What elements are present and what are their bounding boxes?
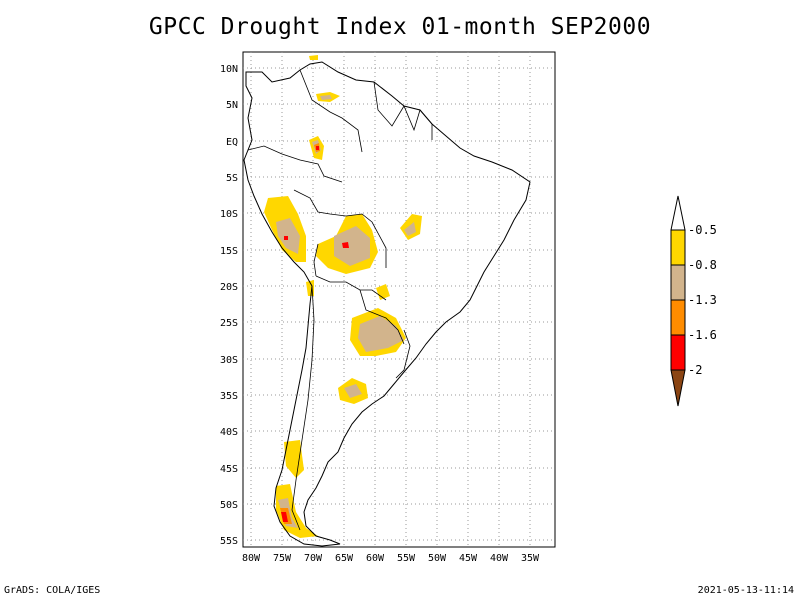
border-colombia-venezuela xyxy=(299,69,363,153)
border-chile-argentina xyxy=(291,285,315,531)
footer-credit: GrADS: COLA/IGES xyxy=(4,585,101,596)
border-guianas xyxy=(403,105,433,140)
lon-label-40w: 40W xyxy=(490,553,509,564)
lat-label-35s: 35S xyxy=(220,391,238,402)
lat-label-5s: 5S xyxy=(226,173,238,184)
legend-top-arrow xyxy=(670,195,686,231)
lon-label-80w: 80W xyxy=(242,553,261,564)
lon-label-55w: 55W xyxy=(397,553,416,564)
drought-region-peru-red xyxy=(284,236,288,240)
lon-label-75w: 75W xyxy=(273,553,292,564)
drought-region-argentina-tan xyxy=(344,384,362,398)
grid-lines xyxy=(243,52,555,547)
legend-swatch-yellow xyxy=(670,229,686,266)
legend-label-2: -1.3 xyxy=(688,293,717,307)
legend-swatch-orange xyxy=(670,299,686,336)
drought-region-north-coast xyxy=(309,55,318,60)
legend-label-4: -2 xyxy=(688,363,702,377)
legend-bottom-arrow xyxy=(670,369,686,407)
drought-region-venezuela-core xyxy=(320,95,332,100)
lat-label-50s: 50S xyxy=(220,500,238,511)
drought-region-patagonia-red xyxy=(281,512,288,522)
lon-label-60w: 60W xyxy=(366,553,385,564)
border-peru-bolivia xyxy=(313,243,319,277)
lat-label-30s: 30S xyxy=(220,355,238,366)
map-frame xyxy=(242,51,556,548)
border-venezuela-guyana xyxy=(373,81,405,127)
legend-swatch-tan xyxy=(670,264,686,301)
lon-label-50w: 50W xyxy=(428,553,447,564)
lat-label-15s: 15S xyxy=(220,246,238,257)
lon-axis: 80W 75W 70W 65W 60W 55W 50W 45W 40W 35W xyxy=(242,553,540,564)
border-chile-bolivia-argentina xyxy=(315,275,387,301)
border-paraguay xyxy=(359,289,405,345)
footer-timestamp: 2021-05-13-11:14 xyxy=(697,585,794,596)
lat-label-10n: 10N xyxy=(220,64,238,75)
map-title: GPCC Drought Index 01-month SEP2000 xyxy=(148,14,652,40)
drought-region-paraguay-north xyxy=(376,284,390,300)
drought-region-southern-chile xyxy=(284,440,304,478)
drought-region-colombia-red xyxy=(316,146,319,150)
border-colombia-ecuador-peru xyxy=(247,145,343,183)
lat-axis: 10N 5N EQ 5S 10S 15S 20S 25S 30S 35S 40S… xyxy=(220,64,238,547)
lat-label-55s: 55S xyxy=(220,536,238,547)
legend-label-3: -1.6 xyxy=(688,328,717,342)
legend-swatch-red xyxy=(670,334,686,371)
drought-region-central-brazil-tan xyxy=(404,222,416,236)
border-peru-brazil xyxy=(293,189,347,217)
lat-label-25s: 25S xyxy=(220,318,238,329)
border-argentina-brazil-uruguay xyxy=(395,329,411,379)
legend-colorbar: -0.5 -0.8 -1.3 -1.6 -2 xyxy=(670,195,717,407)
lon-label-70w: 70W xyxy=(304,553,323,564)
drought-shading xyxy=(264,55,422,538)
lat-label-5n: 5N xyxy=(226,100,238,111)
legend-label-1: -0.8 xyxy=(688,258,717,272)
lat-label-45s: 45S xyxy=(220,464,238,475)
country-borders xyxy=(247,69,433,531)
lat-label-40s: 40S xyxy=(220,427,238,438)
lat-label-20s: 20S xyxy=(220,282,238,293)
lon-label-65w: 65W xyxy=(335,553,354,564)
drought-region-bolivia-tan xyxy=(334,226,370,266)
legend-label-0: -0.5 xyxy=(688,223,717,237)
lon-label-35w: 35W xyxy=(521,553,540,564)
lon-label-45w: 45W xyxy=(459,553,478,564)
lat-label-eq: EQ xyxy=(226,137,238,148)
drought-region-bolivia-red xyxy=(342,242,349,248)
border-bolivia-brazil xyxy=(345,213,387,268)
lat-label-10s: 10S xyxy=(220,209,238,220)
